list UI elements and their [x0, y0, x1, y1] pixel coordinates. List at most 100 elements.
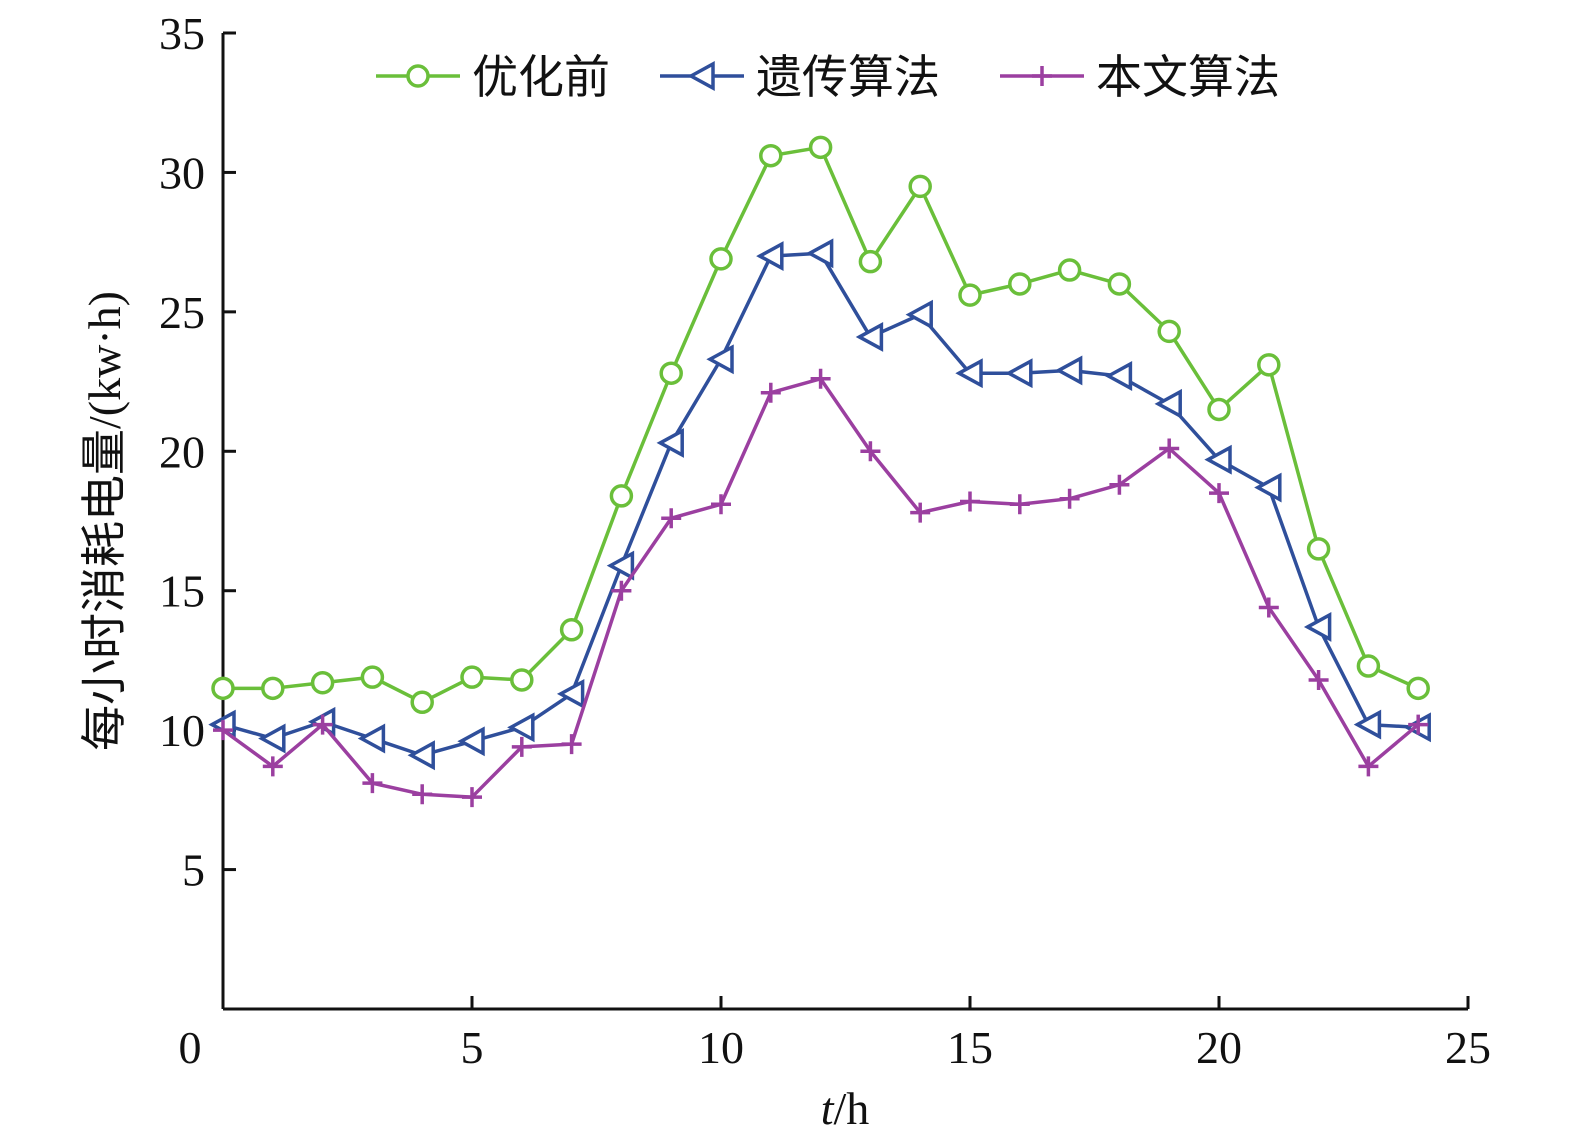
- legend-label-2: 本文算法: [1096, 50, 1280, 104]
- legend-label-1: 遗传算法: [756, 50, 940, 104]
- y-tick-label-3: 20: [159, 426, 205, 477]
- point-s2-20: [1209, 483, 1229, 504]
- point-s2-6: [511, 736, 532, 757]
- series-line-2: [221, 377, 1420, 799]
- point-s0-19: [1157, 319, 1181, 344]
- point-s1-14: [905, 299, 933, 330]
- point-s2-16: [1009, 494, 1030, 515]
- point-s0-23: [1356, 654, 1381, 678]
- x-tick-label-4: 20: [1196, 1022, 1242, 1073]
- y-axis-title: 每小时消耗电量/(kw·h): [79, 291, 130, 751]
- legend-item-1: 遗传算法: [660, 50, 940, 104]
- series-1: [208, 238, 1431, 771]
- point-s0-10: [709, 247, 733, 271]
- point-s0-7: [559, 618, 584, 642]
- x-axis-title: t/h: [821, 1083, 870, 1134]
- ticks-layer: 051015202551015202530350: [159, 8, 1491, 1073]
- point-s2-17: [1059, 488, 1080, 509]
- point-s2-23: [1358, 756, 1379, 777]
- point-s0-6: [510, 668, 534, 692]
- point-s1-15: [955, 358, 983, 389]
- point-s2-5: [462, 787, 482, 808]
- legend-marker-plus-icon: [1032, 66, 1052, 86]
- point-s2-10: [711, 494, 731, 515]
- point-s0-1: [261, 676, 285, 701]
- point-s1-7: [556, 678, 585, 709]
- x-tick-label-2: 10: [698, 1022, 744, 1073]
- point-s1-5: [457, 726, 485, 757]
- point-s2-8: [611, 580, 632, 601]
- legend-item-2: 本文算法: [1000, 50, 1280, 104]
- point-s1-19: [1154, 388, 1182, 419]
- x-tick-label-3: 15: [947, 1022, 993, 1073]
- point-s0-18: [1107, 272, 1132, 296]
- point-s0-21: [1257, 353, 1281, 377]
- origin-label: 0: [179, 1022, 202, 1073]
- point-s1-11: [756, 241, 784, 272]
- point-s0-16: [1008, 272, 1032, 296]
- legend-item-0: 优化前: [376, 50, 610, 104]
- point-s0-15: [958, 283, 982, 307]
- series-line-1: [222, 251, 1419, 757]
- point-s2-13: [860, 441, 881, 462]
- point-s2-24: [1408, 714, 1429, 735]
- point-s0-5: [460, 665, 484, 689]
- series-0: [211, 135, 1430, 715]
- point-s0-24: [1406, 676, 1430, 701]
- point-s1-3: [357, 723, 386, 754]
- series-2: [213, 368, 1429, 808]
- point-s2-2: [312, 714, 333, 735]
- x-tick-label-1: 5: [461, 1022, 484, 1073]
- point-s0-11: [759, 143, 783, 168]
- point-s0-3: [360, 665, 385, 689]
- point-s1-22: [1303, 612, 1332, 642]
- point-s0-22: [1306, 537, 1331, 561]
- point-s1-16: [1005, 358, 1033, 389]
- point-s1-20: [1204, 444, 1232, 475]
- point-s0-9: [659, 361, 683, 385]
- series-layer: [208, 135, 1431, 808]
- x-axis-title-unit: /h: [834, 1083, 870, 1134]
- point-s0-20: [1207, 397, 1231, 422]
- point-s2-0: [213, 720, 233, 741]
- x-tick-label-5: 25: [1445, 1022, 1491, 1073]
- point-s0-13: [858, 249, 883, 274]
- point-s1-10: [706, 344, 734, 375]
- point-s0-8: [609, 484, 634, 508]
- point-s1-18: [1104, 361, 1133, 391]
- legend-label-0: 优化前: [472, 50, 610, 104]
- y-tick-label-5: 30: [159, 147, 205, 198]
- legend-marker-triangle-icon: [687, 61, 715, 91]
- y-tick-label-1: 10: [159, 705, 205, 756]
- point-s0-0: [211, 676, 235, 701]
- series-line-0: [223, 145, 1419, 705]
- point-s1-12: [805, 238, 834, 269]
- point-s2-11: [760, 382, 781, 403]
- point-s2-7: [561, 734, 582, 755]
- point-s1-4: [407, 740, 435, 771]
- point-s2-14: [910, 502, 931, 523]
- point-s2-12: [810, 368, 831, 389]
- point-s2-1: [262, 756, 283, 777]
- point-s2-9: [661, 508, 682, 529]
- point-s1-9: [656, 427, 684, 458]
- y-tick-label-4: 25: [159, 287, 205, 338]
- point-s1-8: [606, 550, 635, 581]
- point-s1-13: [855, 322, 884, 352]
- point-s1-17: [1054, 355, 1083, 386]
- point-s0-14: [908, 174, 932, 199]
- point-s2-3: [362, 773, 383, 794]
- point-s1-23: [1353, 709, 1382, 740]
- axes-layer: [221, 33, 1468, 1011]
- point-s0-12: [808, 135, 833, 160]
- y-tick-label-6: 35: [159, 8, 205, 59]
- point-s2-18: [1109, 474, 1130, 495]
- legend-marker-circle-icon: [406, 64, 430, 88]
- x-axis-title-variable: t: [821, 1083, 835, 1134]
- point-s2-4: [412, 784, 433, 805]
- point-s2-22: [1308, 669, 1329, 690]
- point-s0-4: [410, 690, 434, 715]
- point-s1-1: [258, 723, 286, 754]
